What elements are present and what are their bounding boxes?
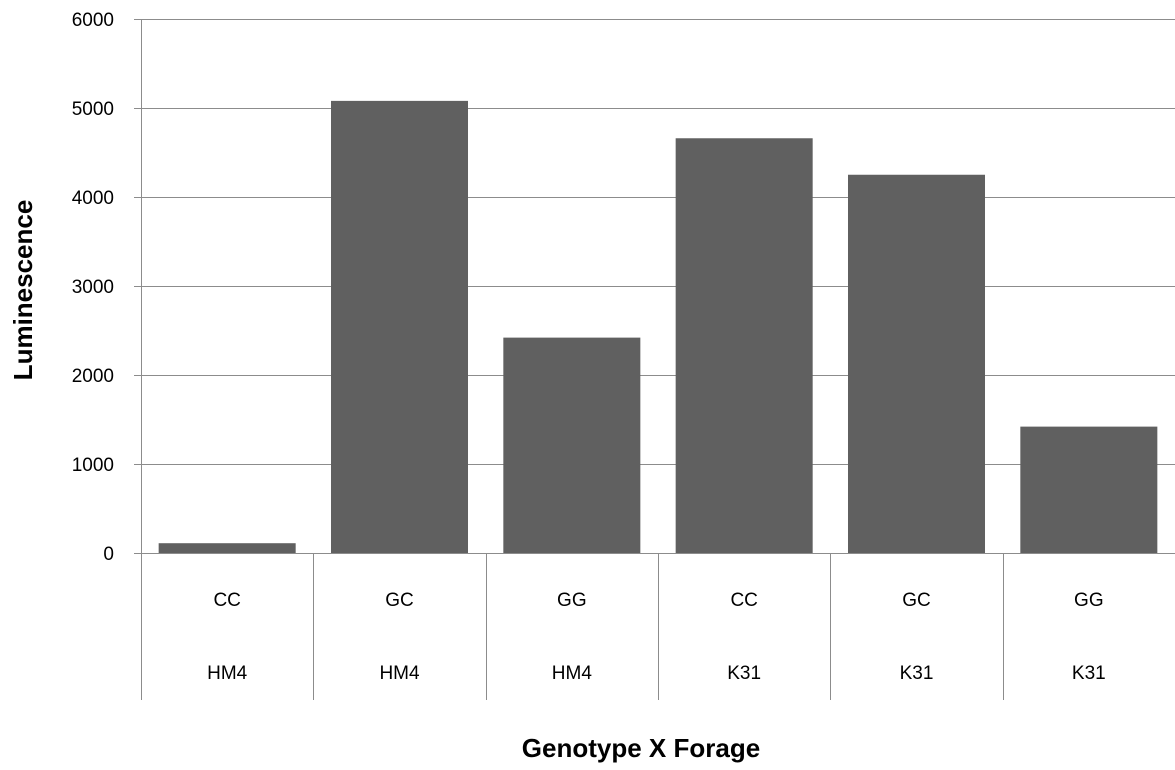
y-tick-label-0: 0 [103, 544, 114, 565]
x-axis-title: Genotype X Forage [522, 733, 760, 763]
gridlines [141, 19, 1175, 465]
y-tick-label-1000: 1000 [72, 455, 114, 476]
category-genotype-label: GG [557, 590, 587, 611]
bar-gc-k31 [847, 174, 986, 553]
category-genotype-label: CC [213, 590, 240, 611]
bar-gg-k31 [1020, 426, 1158, 553]
bar-cc-hm4 [158, 543, 296, 553]
category-forage-label: HM4 [552, 663, 593, 684]
category-forage-label: K31 [900, 663, 934, 684]
y-axis-title: Luminescence [8, 200, 38, 381]
axes [134, 19, 1175, 700]
y-tick-label-2000: 2000 [72, 366, 114, 387]
bar-gg-hm4 [503, 337, 641, 553]
y-tick-labels: 0 1000 2000 3000 4000 5000 6000 [72, 10, 114, 565]
category-forage-label: HM4 [379, 663, 420, 684]
category-genotype-label: CC [730, 590, 757, 611]
bar-gc-hm4 [330, 100, 469, 553]
y-tick-label-4000: 4000 [72, 188, 114, 209]
category-genotype-label: GG [1074, 590, 1104, 611]
category-genotype-label: GC [902, 590, 931, 611]
category-forage-label: HM4 [207, 663, 248, 684]
bar-cc-k31 [675, 138, 813, 553]
category-genotype-label: GC [385, 590, 414, 611]
category-labels: CC HM4 GC HM4 GG HM4 CC K31 GC K31 GG K31 [207, 590, 1106, 684]
y-tick-label-5000: 5000 [72, 99, 114, 120]
bars [158, 100, 1158, 553]
category-forage-label: K31 [727, 663, 761, 684]
y-tick-label-3000: 3000 [72, 277, 114, 298]
category-forage-label: K31 [1072, 663, 1106, 684]
y-tick-label-6000: 6000 [72, 10, 114, 31]
